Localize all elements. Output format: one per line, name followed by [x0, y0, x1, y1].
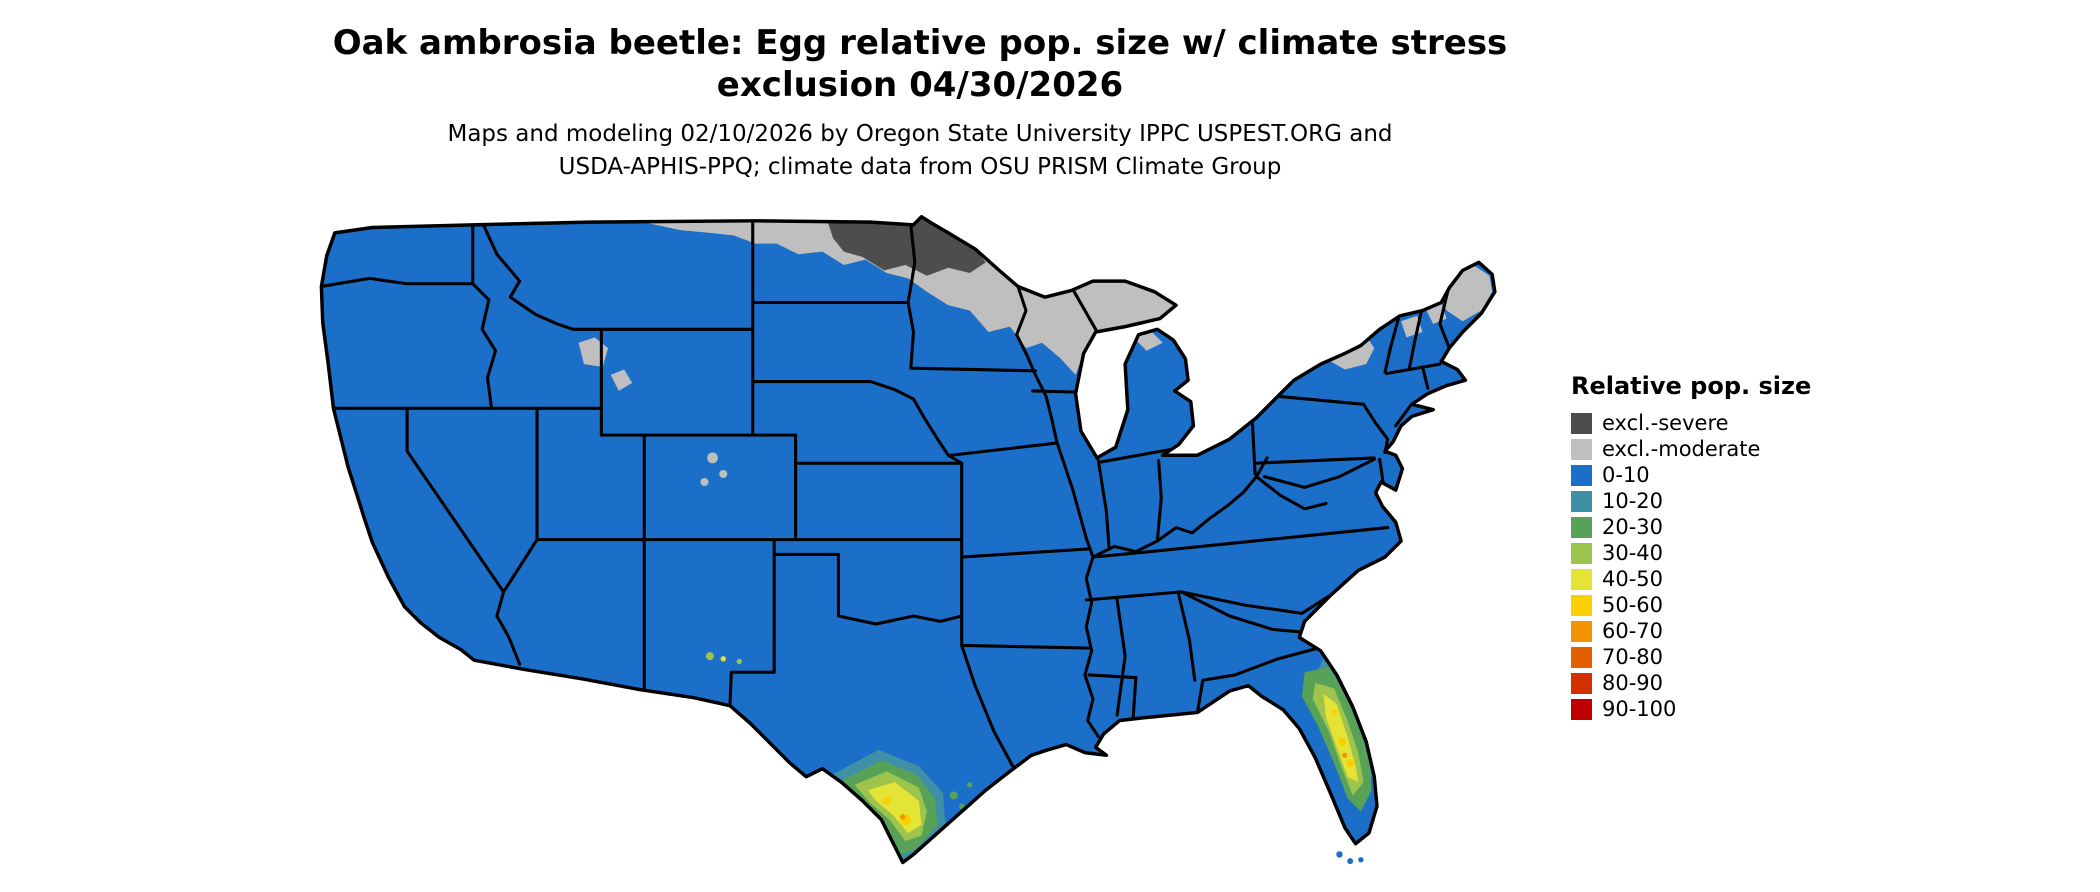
florida-keys-dot — [1336, 851, 1343, 858]
figure-subtitle-line1: Maps and modeling 02/10/2026 by Oregon S… — [447, 121, 1393, 147]
legend-label: 80-90 — [1602, 671, 1664, 695]
legend-label: 70-80 — [1602, 645, 1664, 669]
figure-title-line2: exclusion 04/30/2026 — [716, 65, 1124, 105]
national-outline — [319, 215, 1497, 865]
orange-60-70-layer — [900, 752, 1348, 820]
legend-item: 20-30 — [1571, 514, 1901, 540]
florida-keys-dot — [1358, 857, 1364, 863]
legend-swatch — [1571, 412, 1592, 434]
legend-swatch — [1571, 464, 1592, 486]
legend-item: 0-10 — [1571, 462, 1901, 488]
map-legend: Relative pop. size excl.-severe excl.-mo… — [1571, 372, 1901, 722]
legend-swatch — [1571, 594, 1592, 616]
legend-label: 30-40 — [1602, 541, 1664, 565]
legend-swatch — [1571, 516, 1592, 538]
legend-label: 50-60 — [1602, 593, 1664, 617]
wind-river-patch — [610, 369, 633, 391]
figure-title-line1: Oak ambrosia beetle: Egg relative pop. s… — [332, 23, 1508, 63]
figure-subtitle: Maps and modeling 02/10/2026 by Oregon S… — [0, 118, 1840, 184]
legend-label: 20-30 — [1602, 515, 1664, 539]
legend-swatch — [1571, 438, 1592, 460]
florida-keys-dot — [1347, 858, 1354, 865]
legend-item: excl.-severe — [1571, 410, 1901, 436]
legend-item: 80-90 — [1571, 670, 1901, 696]
legend-item: 10-20 — [1571, 488, 1901, 514]
legend-title: Relative pop. size — [1571, 372, 1812, 400]
legend-label: 60-70 — [1602, 619, 1664, 643]
legend-label: 40-50 — [1602, 567, 1664, 591]
legend-item: excl.-moderate — [1571, 436, 1901, 462]
legend-item: 40-50 — [1571, 566, 1901, 592]
legend-swatch — [1571, 542, 1592, 564]
legend-item: 70-80 — [1571, 644, 1901, 670]
exclusion-severe-layer — [827, 216, 986, 276]
legend-swatch — [1571, 568, 1592, 590]
legend-item: 50-60 — [1571, 592, 1901, 618]
figure-subtitle-line2: USDA-APHIS-PPQ; climate data from OSU PR… — [558, 154, 1282, 180]
legend-item: 30-40 — [1571, 540, 1901, 566]
legend-item: 90-100 — [1571, 696, 1901, 722]
legend-swatch — [1571, 620, 1592, 642]
us-map-container — [308, 214, 1527, 884]
legend-item: 60-70 — [1571, 618, 1901, 644]
legend-label: 10-20 — [1602, 489, 1664, 513]
legend-swatch — [1571, 646, 1592, 668]
legend-swatch — [1571, 672, 1592, 694]
legend-label: 90-100 — [1602, 697, 1677, 721]
northern-minnesota-region — [827, 216, 986, 276]
legend-swatch — [1571, 698, 1592, 720]
legend-label: excl.-severe — [1602, 411, 1729, 435]
us-map — [319, 215, 1497, 865]
legend-label: 0-10 — [1602, 463, 1650, 487]
figure-title: Oak ambrosia beetle: Egg relative pop. s… — [0, 22, 1840, 106]
legend-label: excl.-moderate — [1602, 437, 1761, 461]
northern-michigan-patch — [1133, 331, 1163, 351]
state-borders — [321, 219, 1451, 768]
legend-swatch — [1571, 490, 1592, 512]
